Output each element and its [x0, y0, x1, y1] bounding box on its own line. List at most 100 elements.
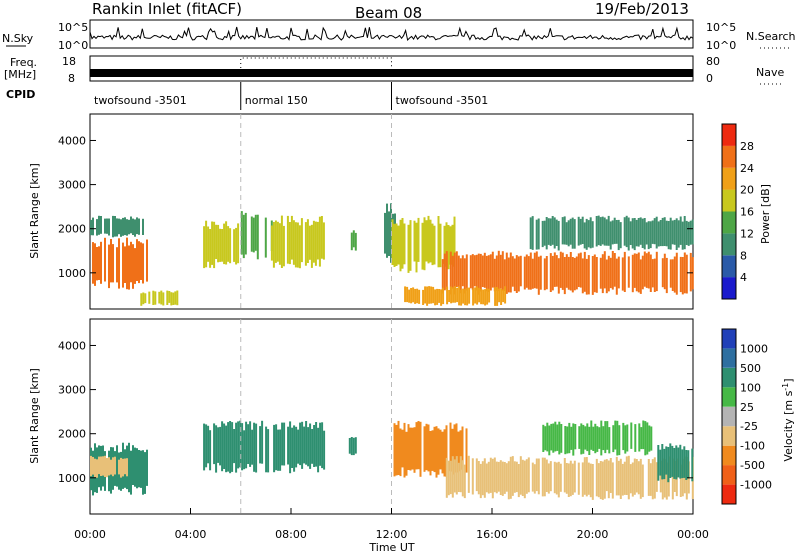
heatmap-cell — [132, 218, 134, 235]
heatmap-cell — [108, 457, 110, 476]
heatmap-cell — [354, 232, 357, 251]
colorbar-swatch — [722, 426, 736, 446]
heatmap-cell — [640, 427, 643, 450]
heatmap-cell — [468, 287, 471, 304]
heatmap-cell — [623, 251, 626, 292]
heatmap-cell — [247, 424, 250, 464]
heatmap-cell — [557, 461, 560, 498]
heatmap-cell — [152, 290, 155, 305]
heatmap-cell — [239, 420, 242, 468]
heatmap-cell — [118, 218, 120, 235]
heatmap-cell — [509, 252, 512, 293]
heatmap-cell — [441, 431, 444, 474]
heatmap-cell — [280, 215, 283, 268]
heatmap-cell — [681, 257, 684, 295]
colorbar-tick-label: 100 — [740, 381, 761, 394]
heatmap-cell — [585, 457, 588, 497]
heatmap-cell — [655, 216, 658, 249]
heatmap-cell — [503, 462, 506, 494]
heatmap-cell — [283, 422, 286, 466]
heatmap-cell — [407, 424, 410, 470]
heatmap-cell — [643, 251, 646, 287]
heatmap-cell — [546, 422, 549, 452]
heatmap-cell — [298, 225, 301, 269]
heatmap-cell — [231, 422, 234, 472]
heatmap-cell — [449, 422, 452, 472]
heatmap-cell — [685, 254, 688, 294]
heatmap-cell — [591, 256, 594, 295]
heatmap-cell — [644, 421, 647, 456]
x-tick-label: 16:00 — [476, 528, 508, 541]
heatmap-cell — [679, 216, 682, 245]
heatmap-cell — [461, 255, 464, 287]
heatmap-cell — [213, 423, 216, 465]
colorbar-swatch — [722, 348, 736, 368]
colorbar-tick-label: 4 — [740, 271, 747, 284]
heatmap-cell — [587, 255, 590, 295]
heatmap-cell — [264, 217, 267, 258]
heatmap-cell — [307, 427, 310, 467]
heatmap-cell — [120, 457, 122, 478]
heatmap-cell — [474, 287, 477, 304]
nave-label: Nave — [756, 66, 784, 79]
heatmap-cell — [134, 447, 136, 487]
heatmap-cell — [465, 254, 468, 291]
heatmap-cell — [124, 217, 126, 236]
heatmap-cell — [440, 289, 443, 306]
heatmap-cell — [637, 218, 640, 247]
heatmap-cell — [243, 430, 246, 470]
heatmap-cell — [275, 424, 278, 471]
heatmap-cell — [665, 446, 668, 475]
heatmap-cell — [580, 423, 583, 455]
heatmap-cell — [583, 251, 586, 292]
heatmap-cell — [499, 460, 502, 495]
heatmap-cell — [144, 452, 146, 494]
heatmap-cell — [450, 286, 453, 304]
heatmap-cell — [409, 220, 412, 271]
heatmap-cell — [547, 218, 550, 245]
heatmap-cell — [422, 289, 425, 305]
heatmap-cell — [493, 258, 496, 292]
heatmap-cell — [130, 241, 132, 283]
heatmap-cell — [687, 221, 690, 246]
heatmap-cell — [92, 242, 94, 284]
heatmap-cell — [591, 221, 594, 248]
heatmap-cell — [649, 463, 652, 496]
cpid-row: CPID twofsound -3501 normal 150 twofsound … — [6, 82, 488, 110]
heatmap-cell — [104, 237, 106, 282]
heatmap-cell — [627, 256, 630, 288]
heatmap-cell — [106, 218, 108, 234]
heatmap-cell — [116, 445, 118, 487]
y-tick-label: 1000 — [58, 267, 86, 280]
heatmap-cell — [92, 217, 94, 236]
heatmap-cell — [104, 218, 106, 234]
heatmap-cell — [459, 456, 462, 493]
heatmap-cell — [437, 428, 440, 475]
heatmap-cell — [679, 464, 682, 497]
heatmap-cell — [158, 291, 161, 304]
heatmap-cell — [627, 455, 630, 500]
heatmap-cell — [350, 232, 353, 251]
heatmap-cell — [535, 458, 538, 492]
heatmap-cell — [301, 421, 304, 469]
heatmap-cell — [453, 252, 456, 295]
heatmap-cell — [553, 217, 556, 249]
heatmap-cell — [525, 254, 528, 288]
heatmap-cell — [479, 463, 482, 499]
heatmap-cell — [502, 289, 505, 303]
power-heatmap — [90, 114, 694, 309]
heatmap-cell — [675, 252, 678, 295]
heatmap-cell — [412, 287, 415, 303]
heatmap-cell — [575, 256, 578, 290]
heatmap-cell — [537, 218, 540, 250]
heatmap-cell — [443, 429, 446, 477]
colorbar-swatch — [722, 167, 736, 190]
heatmap-cell — [617, 219, 620, 251]
heatmap-cell — [463, 464, 466, 499]
heatmap-cell — [677, 220, 680, 248]
heatmap-cell — [416, 288, 419, 304]
heatmap-cell — [439, 223, 442, 268]
cpid-segment-label: normal 150 — [245, 94, 308, 107]
heatmap-cell — [176, 290, 179, 306]
heatmap-cell — [460, 289, 463, 306]
